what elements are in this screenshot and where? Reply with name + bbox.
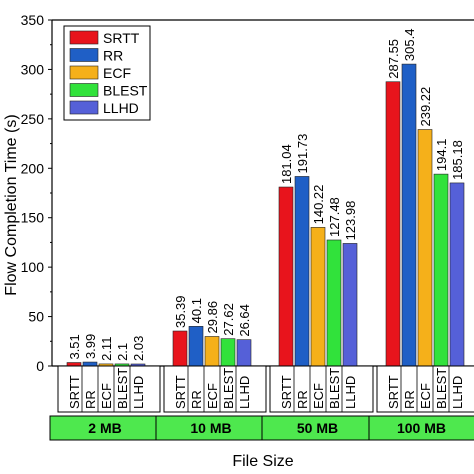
bar-value-label: 123.98 bbox=[343, 201, 358, 241]
group-label: 50 MB bbox=[297, 420, 338, 436]
series-axis-label: ECF bbox=[311, 383, 326, 409]
y-tick-label: 250 bbox=[21, 111, 45, 127]
series-axis-label: ECF bbox=[205, 383, 220, 409]
series-axis-label: RR bbox=[402, 390, 417, 409]
bar bbox=[82, 361, 98, 367]
category-label-box bbox=[57, 365, 161, 413]
series-axis-label: LLHD bbox=[450, 376, 465, 409]
bar bbox=[342, 243, 358, 367]
bar bbox=[66, 362, 82, 367]
legend-label: RR bbox=[103, 48, 123, 64]
bar bbox=[204, 336, 220, 367]
group-band bbox=[49, 415, 161, 441]
series-axis-label: SRTT bbox=[386, 375, 401, 409]
bar bbox=[236, 339, 252, 367]
bar bbox=[220, 338, 236, 367]
bar bbox=[417, 129, 433, 367]
y-tick-label: 0 bbox=[36, 358, 44, 374]
bar-value-label: 3.99 bbox=[83, 334, 98, 359]
legend-swatch bbox=[69, 65, 99, 80]
series-axis-label: BLEST bbox=[327, 368, 342, 409]
bar-value-label: 2.11 bbox=[99, 337, 114, 361]
bar-value-label: 140.22 bbox=[311, 185, 326, 225]
y-tick-label: 300 bbox=[21, 61, 45, 77]
legend-label: BLEST bbox=[103, 83, 148, 99]
y-tick-label: 200 bbox=[21, 160, 45, 176]
series-axis-label: LLHD bbox=[343, 376, 358, 409]
bar-value-label: 35.39 bbox=[173, 295, 188, 328]
legend-swatch bbox=[69, 83, 99, 97]
bar-value-label: 181.04 bbox=[279, 144, 294, 184]
bar bbox=[310, 227, 326, 367]
legend-swatch bbox=[69, 100, 99, 115]
category-label-box bbox=[376, 365, 474, 413]
group-label: 100 MB bbox=[397, 420, 446, 436]
series-axis-label: BLEST bbox=[221, 368, 236, 409]
series-axis-label: SRTT bbox=[67, 375, 82, 409]
bar-value-label: 2.1 bbox=[115, 343, 130, 361]
series-axis-label: SRTT bbox=[279, 375, 294, 409]
bar bbox=[326, 239, 342, 367]
bar bbox=[401, 63, 417, 367]
bar-value-label: 191.73 bbox=[295, 134, 310, 174]
series-axis-label: LLHD bbox=[237, 376, 252, 409]
bar-value-label: 239.22 bbox=[418, 87, 433, 127]
category-label-box bbox=[269, 365, 374, 413]
legend-swatch bbox=[69, 30, 99, 45]
bar bbox=[188, 326, 204, 367]
category-label-box bbox=[163, 365, 267, 413]
bar bbox=[449, 182, 465, 367]
x-axis-title: File Size bbox=[232, 453, 293, 470]
bar bbox=[278, 186, 294, 367]
y-tick-label: 100 bbox=[21, 259, 45, 275]
y-tick-label: 150 bbox=[21, 210, 45, 226]
group-label: 2 MB bbox=[88, 420, 121, 436]
y-tick-label: 50 bbox=[28, 309, 44, 325]
series-axis-label: ECF bbox=[99, 383, 114, 409]
series-axis-label: RR bbox=[83, 390, 98, 409]
bar bbox=[294, 176, 310, 367]
series-axis-label: BLEST bbox=[115, 368, 130, 409]
series-axis-label: SRTT bbox=[173, 375, 188, 409]
series-axis-label: ECF bbox=[418, 383, 433, 409]
legend-swatch bbox=[69, 48, 99, 62]
series-axis-label: BLEST bbox=[434, 368, 449, 409]
bar-value-label: 185.18 bbox=[450, 140, 465, 180]
y-tick-label: 350 bbox=[21, 12, 45, 28]
group-band bbox=[368, 415, 474, 441]
bars: 3.51 3.99 2.11 2.1 2.03 35.39 40.1 29.86 27.62 26… bbox=[66, 29, 465, 367]
bar-value-label: 127.48 bbox=[327, 197, 342, 237]
bar-value-label: 194.1 bbox=[434, 139, 449, 172]
bar-value-label: 40.1 bbox=[189, 298, 204, 323]
series-axis-label: RR bbox=[295, 390, 310, 409]
group-label: 10 MB bbox=[190, 420, 231, 436]
bar bbox=[433, 173, 449, 367]
bar bbox=[385, 81, 401, 367]
group-band bbox=[261, 415, 374, 441]
y-axis-title: Flow Completion Time (s) bbox=[3, 114, 20, 295]
bar-value-label: 26.64 bbox=[237, 304, 252, 337]
legend-label: LLHD bbox=[103, 100, 139, 116]
bar-value-label: 287.55 bbox=[386, 39, 401, 79]
bar-value-label: 29.86 bbox=[205, 301, 220, 334]
bar-value-label: 27.62 bbox=[221, 303, 236, 336]
bar-value-label: 3.51 bbox=[67, 334, 82, 359]
series-axis-label: RR bbox=[189, 390, 204, 409]
series-axis-label: LLHD bbox=[131, 376, 146, 409]
group-band bbox=[155, 415, 267, 441]
bar-value-label: 2.03 bbox=[131, 336, 146, 361]
legend-label: SRTT bbox=[103, 30, 140, 46]
bar bbox=[172, 330, 188, 367]
legend-label: ECF bbox=[103, 65, 131, 81]
bar-value-label: 305.4 bbox=[402, 29, 417, 62]
